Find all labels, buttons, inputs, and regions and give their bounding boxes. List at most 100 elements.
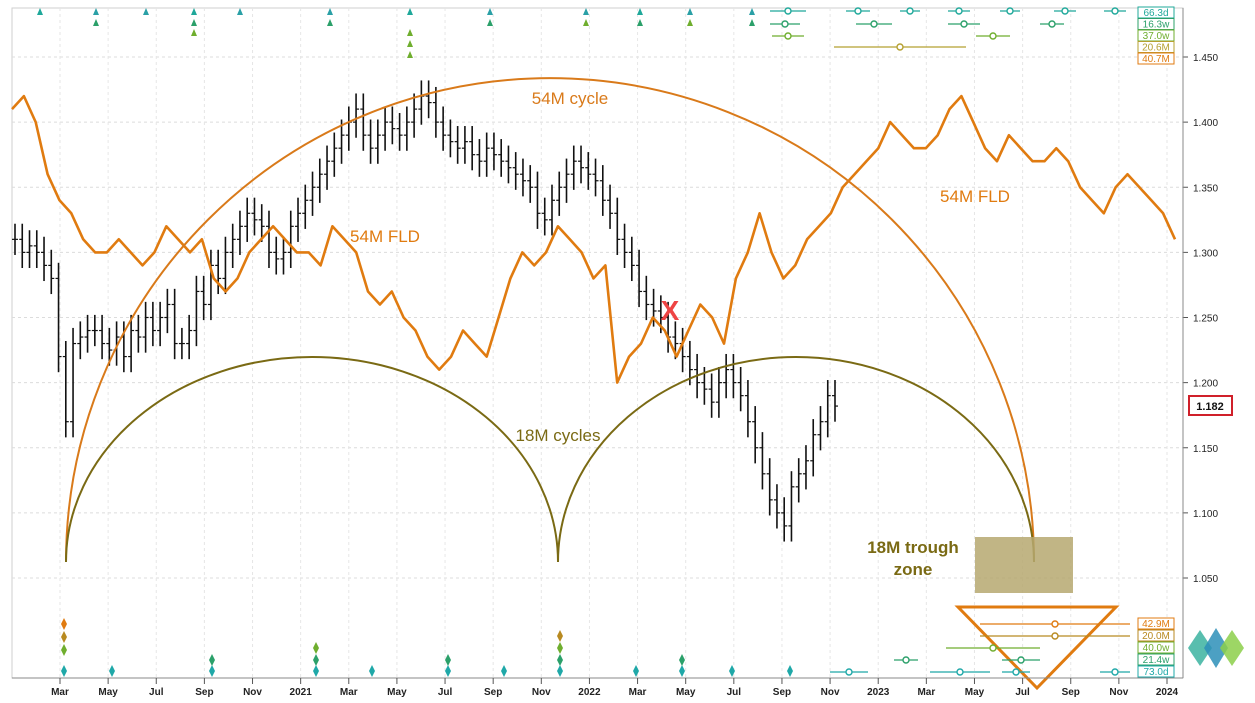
top-marker [687, 19, 693, 26]
phasing-point [784, 32, 792, 40]
x-tick-label: Nov [532, 687, 551, 698]
bottom-marker [209, 665, 215, 677]
bottom-marker [679, 665, 685, 677]
top-marker [749, 19, 755, 26]
top-marker [191, 19, 197, 26]
phasing-point [1061, 7, 1069, 15]
x-tick-label: 2024 [1156, 687, 1179, 698]
bottom-marker [557, 654, 563, 666]
x-tick-label: Sep [773, 687, 791, 698]
y-tick-label: 1.400 [1193, 118, 1218, 129]
phasing-point [1111, 668, 1119, 676]
top-marker [93, 19, 99, 26]
x-tick-label: Mar [340, 687, 358, 698]
top-marker [487, 8, 493, 15]
last-price-label: 1.182 [1196, 401, 1224, 413]
fld-line [11, 94, 1177, 384]
y-tick-label: 1.100 [1193, 509, 1218, 520]
top-marker [191, 29, 197, 36]
legend-box-bottom [1137, 617, 1175, 630]
bottom-marker [209, 654, 215, 666]
price-bars [12, 80, 838, 542]
phasing-point [784, 7, 792, 15]
bottom-marker [369, 665, 375, 677]
phasing-point [1051, 632, 1059, 640]
top-marker [407, 29, 413, 36]
legend-box-top-label: 37.0w [1143, 31, 1170, 42]
top-marker [583, 8, 589, 15]
top-marker [637, 19, 643, 26]
phasing-point [896, 43, 904, 51]
y-tick-label: 1.300 [1193, 248, 1218, 259]
x-tick-label: 2023 [867, 687, 890, 698]
phasing-point [845, 668, 853, 676]
label-54m-fld-left: 54M FLD [350, 227, 420, 246]
label-18m-cycles: 18M cycles [515, 426, 600, 445]
cycle-18m-arc [557, 356, 1035, 563]
y-tick-label: 1.250 [1193, 314, 1218, 325]
bottom-marker [313, 665, 319, 677]
x-tick-label: Mar [917, 687, 935, 698]
top-marker [407, 40, 413, 47]
label-54m-fld-right: 54M FLD [940, 187, 1010, 206]
x-tick-label: Jul [149, 687, 164, 698]
x-tick-label: Jul [727, 687, 742, 698]
phasing-point [1006, 7, 1014, 15]
top-marker [637, 8, 643, 15]
legend-box-bottom-label: 42.9M [1142, 619, 1170, 630]
phasing-point [906, 7, 914, 15]
top-marker [93, 8, 99, 15]
x-tick-label: May [965, 687, 985, 698]
bottom-marker [557, 630, 563, 642]
x-tick-label: Jul [1015, 687, 1030, 698]
phasing-point [1111, 7, 1119, 15]
x-tick-label: Sep [484, 687, 502, 698]
legend-box-bottom [1137, 641, 1175, 654]
cross-mark: X [661, 295, 680, 326]
phasing-point [781, 20, 789, 28]
top-marker [749, 8, 755, 15]
phasing-point [902, 656, 910, 664]
x-tick-label: Mar [51, 687, 69, 698]
top-marker [407, 51, 413, 58]
y-tick-label: 1.450 [1193, 53, 1218, 64]
legend-box-top [1137, 52, 1175, 65]
bottom-marker [557, 665, 563, 677]
bottom-marker [557, 642, 563, 654]
phasing-point [1017, 656, 1025, 664]
bottom-marker [445, 654, 451, 666]
legend-box-top-label: 66.3d [1143, 8, 1168, 19]
phasing-point [956, 668, 964, 676]
phasing-point [989, 644, 997, 652]
bottom-marker [61, 644, 67, 656]
phasing-point [960, 20, 968, 28]
bottom-marker [445, 665, 451, 677]
top-marker [583, 19, 589, 26]
legend-box-bottom [1137, 653, 1175, 666]
bottom-marker [109, 665, 115, 677]
label-54m-cycle: 54M cycle [532, 89, 609, 108]
top-marker [143, 8, 149, 15]
top-marker [37, 8, 43, 15]
legend-box-bottom-label: 21.4w [1143, 655, 1170, 666]
x-tick-label: Sep [1062, 687, 1080, 698]
bottom-marker [729, 665, 735, 677]
legend-box-top-label: 40.7M [1142, 54, 1170, 65]
cycle-overlays [11, 77, 1177, 691]
top-marker [687, 8, 693, 15]
y-tick-label: 1.150 [1193, 444, 1218, 455]
x-tick-label: Nov [1109, 687, 1128, 698]
bottom-marker [61, 665, 67, 677]
x-tick-label: Sep [195, 687, 213, 698]
x-tick-label: May [676, 687, 696, 698]
top-marker [327, 8, 333, 15]
top-marker [191, 8, 197, 15]
x-tick-label: Nov [821, 687, 840, 698]
legend-box-bottom-label: 40.0w [1143, 643, 1170, 654]
phasing-point [870, 20, 878, 28]
x-tick-label: May [98, 687, 118, 698]
phasing-point [989, 32, 997, 40]
x-axis: Mar May Jul Sep Nov 2021 Mar May Jul Sep Nov 2022 Ma… [12, 677, 1183, 698]
